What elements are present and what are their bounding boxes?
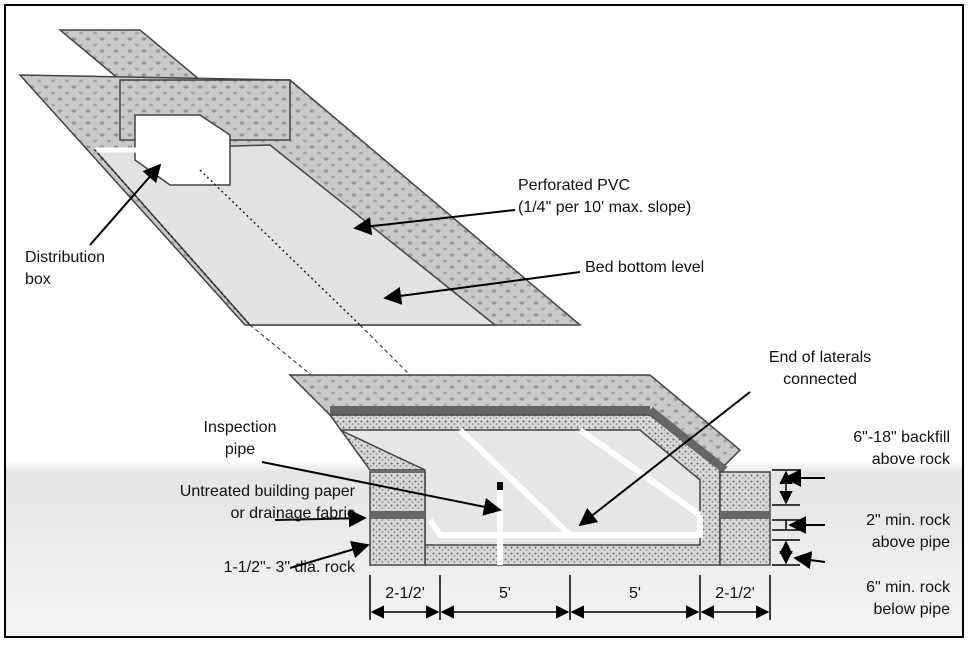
dimension-label: 5' xyxy=(499,585,511,602)
label-text: Perforated PVC xyxy=(518,177,630,194)
label-text: 6"-18" backfill xyxy=(853,429,950,446)
label-text: above pipe xyxy=(872,534,950,551)
label-text: Inspection xyxy=(204,419,277,436)
label-text: Distribution xyxy=(25,249,105,266)
label-text: Bed bottom level xyxy=(585,259,704,276)
dimension-label: 2-1/2' xyxy=(385,585,425,602)
dimension-label: 2-1/2' xyxy=(715,585,755,602)
label-text: box xyxy=(25,271,51,288)
label-text: 1-1/2"- 3" dia. rock xyxy=(224,559,356,576)
label-text: pipe xyxy=(225,441,255,458)
label-text: below pipe xyxy=(874,601,951,618)
label-text: 6" min. rock xyxy=(866,579,951,596)
diagram: Perforated PVC (1/4" per 10' max. slope) D… xyxy=(0,0,969,643)
dimension-label: 5' xyxy=(629,585,641,602)
label-text: connected xyxy=(783,371,857,388)
label-text: above rock xyxy=(872,451,951,468)
label-text: (1/4" per 10' max. slope) xyxy=(518,199,691,216)
label-text: Untreated building paper xyxy=(180,483,356,500)
label-text: End of laterals xyxy=(769,349,871,366)
label-text: 2" min. rock xyxy=(866,512,951,529)
